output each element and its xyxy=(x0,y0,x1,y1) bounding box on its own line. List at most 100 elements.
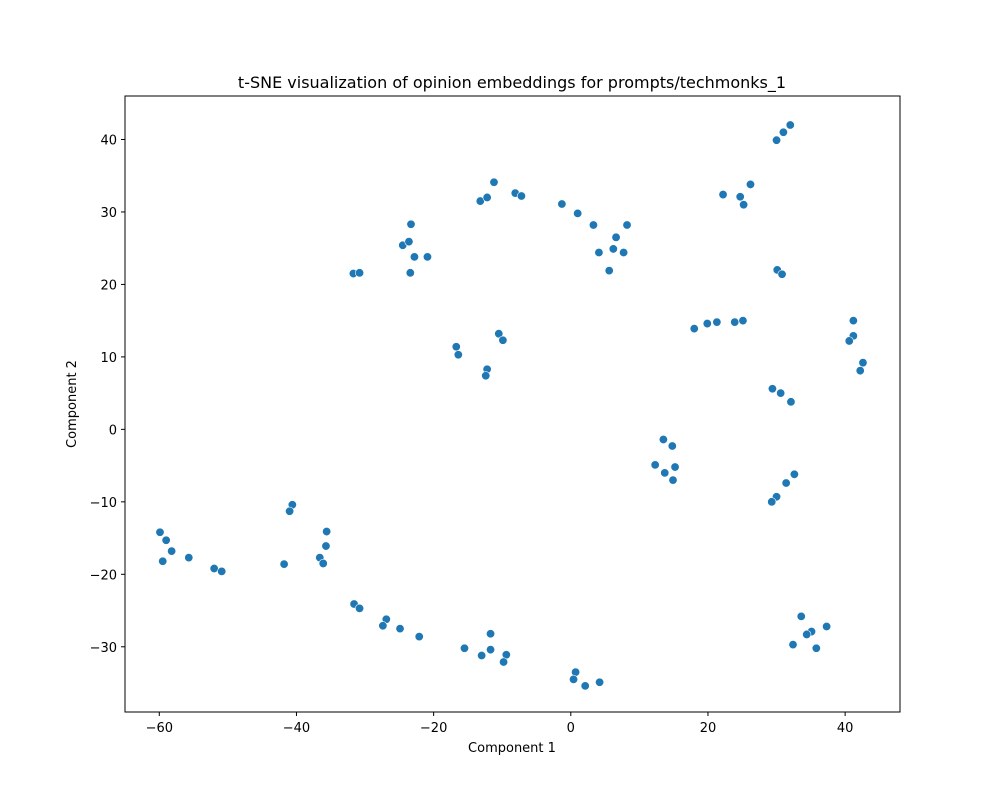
data-point xyxy=(739,200,749,210)
data-point xyxy=(777,269,787,279)
y-tick-label: 10 xyxy=(100,351,117,366)
data-point xyxy=(604,266,614,276)
x-tick-label: −20 xyxy=(420,721,447,736)
data-point xyxy=(158,556,168,566)
data-point xyxy=(668,475,678,485)
y-tick-label: 40 xyxy=(100,133,117,148)
data-point xyxy=(580,681,590,691)
data-point xyxy=(789,469,799,479)
data-point xyxy=(569,674,579,684)
data-point xyxy=(650,460,660,470)
data-point xyxy=(318,558,328,568)
data-points xyxy=(155,120,868,691)
y-tick-label: 20 xyxy=(100,278,117,293)
data-point xyxy=(594,248,604,258)
data-point xyxy=(735,192,745,202)
plot-area-frame xyxy=(124,95,901,713)
y-tick-label: 30 xyxy=(100,206,117,221)
data-point xyxy=(321,541,331,551)
data-point xyxy=(499,657,509,667)
data-point xyxy=(588,220,598,230)
data-point xyxy=(405,268,415,278)
data-point xyxy=(848,316,858,326)
data-point xyxy=(611,232,621,242)
data-point xyxy=(858,358,868,368)
data-point xyxy=(802,629,812,639)
data-point xyxy=(167,546,177,556)
x-tick-label: 0 xyxy=(567,721,575,736)
data-point xyxy=(414,632,424,642)
data-point xyxy=(786,397,796,407)
data-point xyxy=(796,611,806,621)
data-point xyxy=(844,336,854,346)
data-point xyxy=(355,603,365,613)
data-point xyxy=(409,252,419,262)
data-point xyxy=(745,179,755,189)
data-point xyxy=(404,237,414,247)
data-point xyxy=(658,435,668,445)
chart-title: t-SNE visualization of opinion embedding… xyxy=(238,73,786,93)
data-point xyxy=(702,319,712,329)
data-point xyxy=(622,220,632,230)
data-point xyxy=(608,244,618,254)
data-point xyxy=(718,190,728,200)
data-point xyxy=(785,120,795,130)
data-point xyxy=(767,384,777,394)
data-point xyxy=(217,566,227,576)
data-point xyxy=(776,388,786,398)
data-point xyxy=(486,629,496,639)
data-point xyxy=(595,677,605,687)
data-point xyxy=(738,316,748,326)
data-point xyxy=(489,177,499,187)
data-point xyxy=(788,640,798,650)
data-point xyxy=(712,317,722,327)
data-point xyxy=(459,643,469,653)
data-point xyxy=(477,650,487,660)
data-point xyxy=(279,559,289,569)
data-point xyxy=(778,127,788,137)
x-tick-label: 20 xyxy=(700,721,717,736)
data-point xyxy=(481,371,491,381)
y-tick-label: −20 xyxy=(90,568,117,583)
data-point xyxy=(453,350,463,360)
x-tick-label: −60 xyxy=(146,721,173,736)
y-tick-label: 0 xyxy=(109,423,117,438)
data-point xyxy=(667,441,677,451)
data-point xyxy=(781,478,791,488)
y-axis-label: Component 2 xyxy=(65,360,80,448)
data-point xyxy=(822,621,832,631)
data-point xyxy=(730,317,740,327)
y-tick-label: −30 xyxy=(90,641,117,656)
x-tick-label: −40 xyxy=(283,721,310,736)
data-point xyxy=(406,219,416,229)
data-point xyxy=(767,497,777,507)
data-point xyxy=(619,248,629,258)
data-point xyxy=(395,624,405,634)
x-axis-label: Component 1 xyxy=(468,741,556,756)
data-point xyxy=(855,366,865,376)
data-point xyxy=(378,621,388,631)
data-point xyxy=(482,192,492,202)
data-point xyxy=(355,268,365,278)
data-point xyxy=(451,342,461,352)
data-point xyxy=(486,645,496,655)
data-point xyxy=(670,462,680,472)
data-point xyxy=(422,252,432,262)
data-point xyxy=(155,527,165,537)
data-point xyxy=(322,527,332,537)
data-point xyxy=(772,135,782,145)
data-point xyxy=(516,191,526,201)
data-point xyxy=(689,324,699,334)
data-point xyxy=(573,208,583,218)
data-point xyxy=(161,535,171,545)
data-point xyxy=(184,553,194,563)
data-point xyxy=(660,468,670,478)
data-point xyxy=(811,643,821,653)
data-point xyxy=(494,329,504,339)
x-tick-label: 40 xyxy=(837,721,854,736)
axis-ticks: −60 −40 −20 0 20 40 −30 −20 −10 0 10 20 30 40 xyxy=(90,133,854,736)
data-point xyxy=(498,335,508,345)
data-point xyxy=(209,564,219,574)
